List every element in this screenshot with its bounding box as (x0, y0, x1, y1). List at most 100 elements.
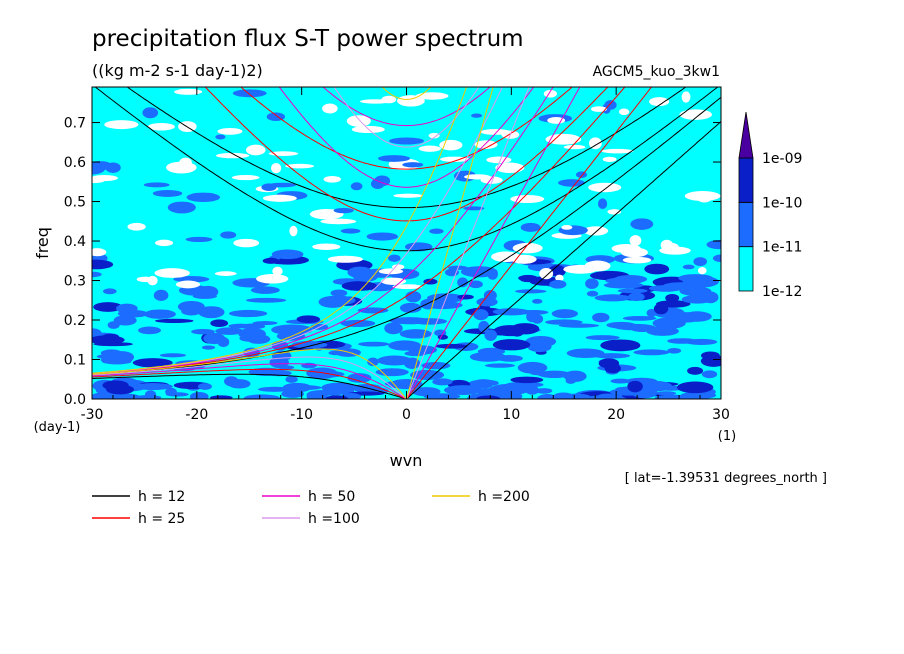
chart-title: precipitation flux S-T power spectrum (92, 26, 524, 52)
power-patch (600, 339, 641, 352)
power-patch (404, 242, 433, 252)
power-patch (535, 388, 553, 394)
power-patch (510, 376, 544, 384)
rossby-curve (92, 368, 407, 399)
power-patch (92, 392, 114, 399)
power-patch (604, 363, 621, 374)
power-patch (532, 298, 543, 304)
x-tick-label: -10 (290, 407, 313, 423)
legend-label: h = 25 (138, 511, 185, 527)
power-patch (327, 255, 363, 263)
power-patch (402, 162, 424, 168)
power-patch (622, 256, 652, 264)
y-tick-label: 0.5 (64, 195, 86, 211)
power-patch (340, 228, 361, 234)
power-patch (185, 236, 213, 243)
power-patch (511, 254, 537, 264)
power-patch (147, 122, 175, 131)
power-patch (617, 288, 648, 294)
power-patch (591, 106, 607, 112)
power-patch (399, 302, 422, 313)
legend-label: h = 50 (308, 489, 355, 505)
power-patch (693, 257, 707, 267)
power-patch (468, 280, 483, 289)
power-patch (92, 248, 107, 257)
power-patch (393, 193, 424, 198)
power-patch (340, 319, 376, 328)
power-patch (525, 335, 557, 348)
power-patch (153, 289, 169, 301)
power-patch (167, 201, 196, 214)
power-patch (494, 390, 523, 399)
power-patch (697, 267, 707, 275)
power-patch (701, 351, 720, 360)
power-patch (558, 323, 600, 328)
power-patch (509, 325, 525, 337)
power-patch (601, 148, 634, 154)
power-patch (597, 198, 608, 210)
power-patch (415, 92, 449, 100)
power-patch (239, 323, 266, 330)
power-patch (333, 207, 354, 214)
power-patch (154, 268, 190, 278)
power-patch (588, 182, 622, 193)
power-patch (584, 395, 618, 399)
power-patch (229, 309, 268, 318)
power-patch (375, 368, 409, 377)
power-patch (215, 152, 250, 159)
power-patch (679, 109, 713, 120)
power-patch (154, 318, 194, 324)
rossby-curve (92, 373, 407, 399)
mrg-curve (92, 87, 503, 374)
gravity-curve (92, 0, 721, 12)
power-patch (563, 370, 587, 382)
power-patch (210, 319, 229, 328)
power-patch (423, 393, 461, 399)
power-patch (321, 382, 357, 393)
power-patch (93, 302, 123, 312)
power-patch (654, 394, 693, 399)
power-patch (655, 391, 677, 396)
run-label: AGCM5_kuo_3kw1 (593, 64, 720, 80)
power-patch (377, 355, 412, 366)
gravity-curve (94, 87, 719, 252)
power-patch (231, 174, 260, 181)
gravity-curve (204, 87, 609, 222)
power-patch (215, 327, 244, 335)
power-patch (423, 278, 438, 285)
power-patch (210, 395, 233, 399)
power-patch (418, 145, 441, 152)
power-patch (250, 286, 280, 294)
power-patch (585, 335, 620, 341)
power-patch (492, 339, 531, 351)
power-patch (696, 191, 713, 203)
power-patch (103, 288, 117, 295)
y-tick-label: 0.7 (64, 116, 86, 132)
power-patch (681, 91, 691, 103)
power-patch (93, 342, 134, 347)
power-patch (478, 320, 490, 333)
power-patch (492, 308, 530, 316)
power-patch (220, 231, 237, 239)
power-patch (92, 175, 118, 182)
x-tick-label: 10 (502, 407, 520, 423)
power-patch (539, 268, 554, 280)
power-patch (434, 343, 468, 349)
y-tick-label: 0.0 (64, 392, 86, 408)
power-patch (561, 224, 573, 230)
colorbar-label: 1e-10 (762, 195, 802, 211)
power-patch (545, 319, 583, 325)
mrg-curve (92, 87, 626, 375)
power-patch (476, 395, 500, 399)
rossby-curve (92, 363, 407, 399)
power-patch (474, 379, 493, 386)
power-patch (116, 303, 138, 314)
power-patch (392, 264, 405, 270)
power-patch (388, 340, 421, 351)
power-patch (476, 297, 498, 307)
power-patch (92, 271, 102, 278)
power-patch (144, 309, 176, 319)
power-patch (389, 137, 425, 145)
power-patch (592, 312, 610, 323)
power-patch (517, 361, 548, 374)
